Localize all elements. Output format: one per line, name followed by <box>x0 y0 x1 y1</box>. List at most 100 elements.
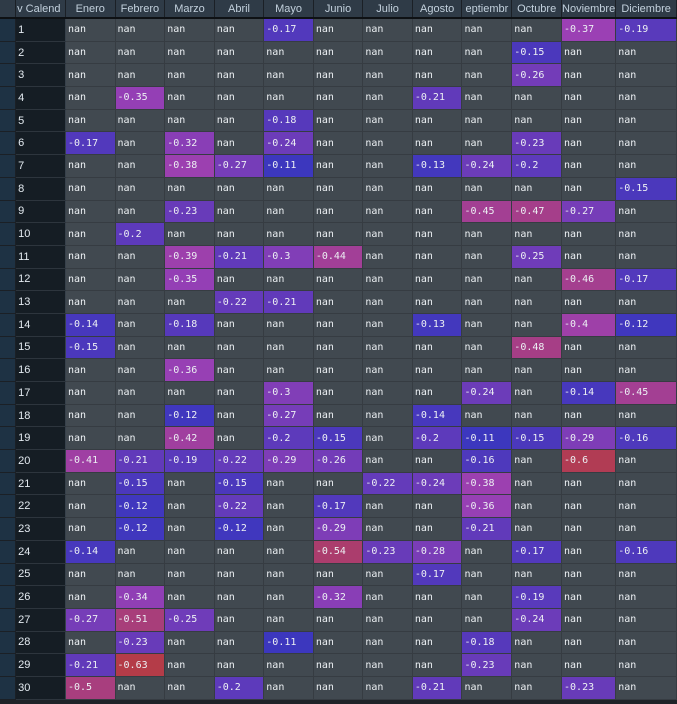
data-cell[interactable]: nan <box>362 200 413 224</box>
data-cell[interactable]: nan <box>164 585 215 609</box>
data-cell[interactable]: -0.18 <box>164 313 215 337</box>
column-header-octubre[interactable]: Octubre <box>511 0 563 19</box>
column-header-mayo[interactable]: Mayo <box>263 0 314 19</box>
data-cell[interactable]: nan <box>615 86 677 110</box>
row-index-label[interactable]: 8 <box>15 177 66 201</box>
data-cell[interactable]: nan <box>615 109 677 133</box>
data-cell[interactable]: nan <box>461 313 513 337</box>
row-index-label[interactable]: 1 <box>15 18 66 42</box>
data-cell[interactable]: nan <box>263 177 314 201</box>
data-cell[interactable]: nan <box>362 86 413 110</box>
data-cell[interactable]: nan <box>561 336 617 360</box>
index-header[interactable]: v Calend <box>15 0 66 19</box>
data-cell[interactable]: nan <box>362 494 413 519</box>
data-cell[interactable]: nan <box>461 109 513 133</box>
data-cell[interactable]: nan <box>115 313 166 337</box>
row-index-label[interactable]: 28 <box>15 631 66 655</box>
data-cell[interactable]: -0.28 <box>412 540 463 564</box>
data-cell[interactable]: -0.21 <box>65 653 116 677</box>
data-cell[interactable]: -0.15 <box>511 41 563 65</box>
data-cell[interactable]: nan <box>263 200 314 224</box>
data-cell[interactable]: nan <box>412 494 463 519</box>
data-cell[interactable]: nan <box>263 86 314 110</box>
data-cell[interactable]: nan <box>461 358 513 382</box>
data-cell[interactable]: nan <box>164 290 215 314</box>
data-cell[interactable]: nan <box>214 109 265 133</box>
data-cell[interactable]: -0.21 <box>461 517 513 541</box>
data-cell[interactable]: nan <box>65 18 116 42</box>
data-cell[interactable]: nan <box>615 358 677 382</box>
data-cell[interactable]: nan <box>263 608 314 632</box>
data-cell[interactable]: nan <box>214 336 265 360</box>
data-cell[interactable]: -0.2 <box>115 222 166 246</box>
data-cell[interactable]: nan <box>214 177 265 201</box>
data-cell[interactable]: nan <box>615 449 677 473</box>
data-cell[interactable]: nan <box>164 41 215 65</box>
data-cell[interactable]: -0.21 <box>115 449 166 473</box>
data-cell[interactable]: nan <box>313 358 364 382</box>
data-cell[interactable]: -0.38 <box>461 472 513 496</box>
data-cell[interactable]: -0.47 <box>511 200 563 224</box>
data-cell[interactable]: nan <box>313 290 364 314</box>
data-cell[interactable]: nan <box>561 585 617 609</box>
data-cell[interactable]: nan <box>561 154 617 178</box>
data-cell[interactable]: nan <box>313 200 364 224</box>
data-cell[interactable]: nan <box>313 86 364 110</box>
data-cell[interactable]: -0.12 <box>115 517 166 541</box>
data-cell[interactable]: nan <box>615 631 677 655</box>
data-cell[interactable]: -0.22 <box>214 290 265 314</box>
data-cell[interactable]: nan <box>115 131 166 156</box>
row-index-label[interactable]: 3 <box>15 63 66 88</box>
data-cell[interactable]: nan <box>412 449 463 473</box>
data-cell[interactable]: nan <box>115 268 166 292</box>
data-cell[interactable]: nan <box>561 540 617 564</box>
data-cell[interactable]: nan <box>511 517 563 541</box>
row-index-label[interactable]: 22 <box>15 494 66 519</box>
data-cell[interactable]: nan <box>313 268 364 292</box>
data-cell[interactable]: nan <box>115 18 166 42</box>
row-index-label[interactable]: 5 <box>15 109 66 133</box>
data-cell[interactable]: nan <box>214 41 265 65</box>
data-cell[interactable]: nan <box>362 131 413 156</box>
data-cell[interactable]: -0.35 <box>115 86 166 110</box>
data-cell[interactable]: nan <box>615 63 677 88</box>
data-cell[interactable]: -0.12 <box>115 494 166 519</box>
data-cell[interactable]: nan <box>362 109 413 133</box>
data-cell[interactable]: nan <box>263 41 314 65</box>
data-cell[interactable]: -0.15 <box>511 426 563 451</box>
data-cell[interactable]: -0.63 <box>115 653 166 677</box>
data-cell[interactable]: nan <box>164 653 215 677</box>
data-cell[interactable]: nan <box>65 290 116 314</box>
data-cell[interactable]: -0.6 <box>561 449 617 473</box>
data-cell[interactable]: nan <box>561 358 617 382</box>
data-cell[interactable]: nan <box>313 177 364 201</box>
data-cell[interactable]: nan <box>164 381 215 405</box>
data-cell[interactable]: nan <box>615 676 677 700</box>
row-index-label[interactable]: 18 <box>15 404 66 428</box>
data-cell[interactable]: -0.12 <box>615 313 677 337</box>
data-cell[interactable]: -0.26 <box>313 449 364 473</box>
data-cell[interactable]: nan <box>412 245 463 269</box>
data-cell[interactable]: nan <box>461 268 513 292</box>
data-cell[interactable]: nan <box>561 109 617 133</box>
data-cell[interactable]: nan <box>362 313 413 337</box>
data-cell[interactable]: nan <box>412 200 463 224</box>
data-cell[interactable]: nan <box>461 245 513 269</box>
row-index-label[interactable]: 19 <box>15 426 66 451</box>
data-cell[interactable]: -0.24 <box>511 608 563 632</box>
column-header-abril[interactable]: Abril <box>214 0 265 19</box>
data-cell[interactable]: nan <box>65 86 116 110</box>
data-cell[interactable]: nan <box>362 245 413 269</box>
data-cell[interactable]: nan <box>313 131 364 156</box>
data-cell[interactable]: nan <box>511 268 563 292</box>
data-cell[interactable]: nan <box>65 109 116 133</box>
data-cell[interactable]: nan <box>511 494 563 519</box>
data-cell[interactable]: -0.22 <box>362 472 413 496</box>
row-index-label[interactable]: 6 <box>15 131 66 156</box>
data-cell[interactable]: nan <box>412 109 463 133</box>
data-cell[interactable]: -0.36 <box>164 358 215 382</box>
data-cell[interactable]: nan <box>115 676 166 700</box>
data-cell[interactable]: nan <box>511 290 563 314</box>
data-cell[interactable]: nan <box>615 200 677 224</box>
data-cell[interactable]: nan <box>313 563 364 587</box>
